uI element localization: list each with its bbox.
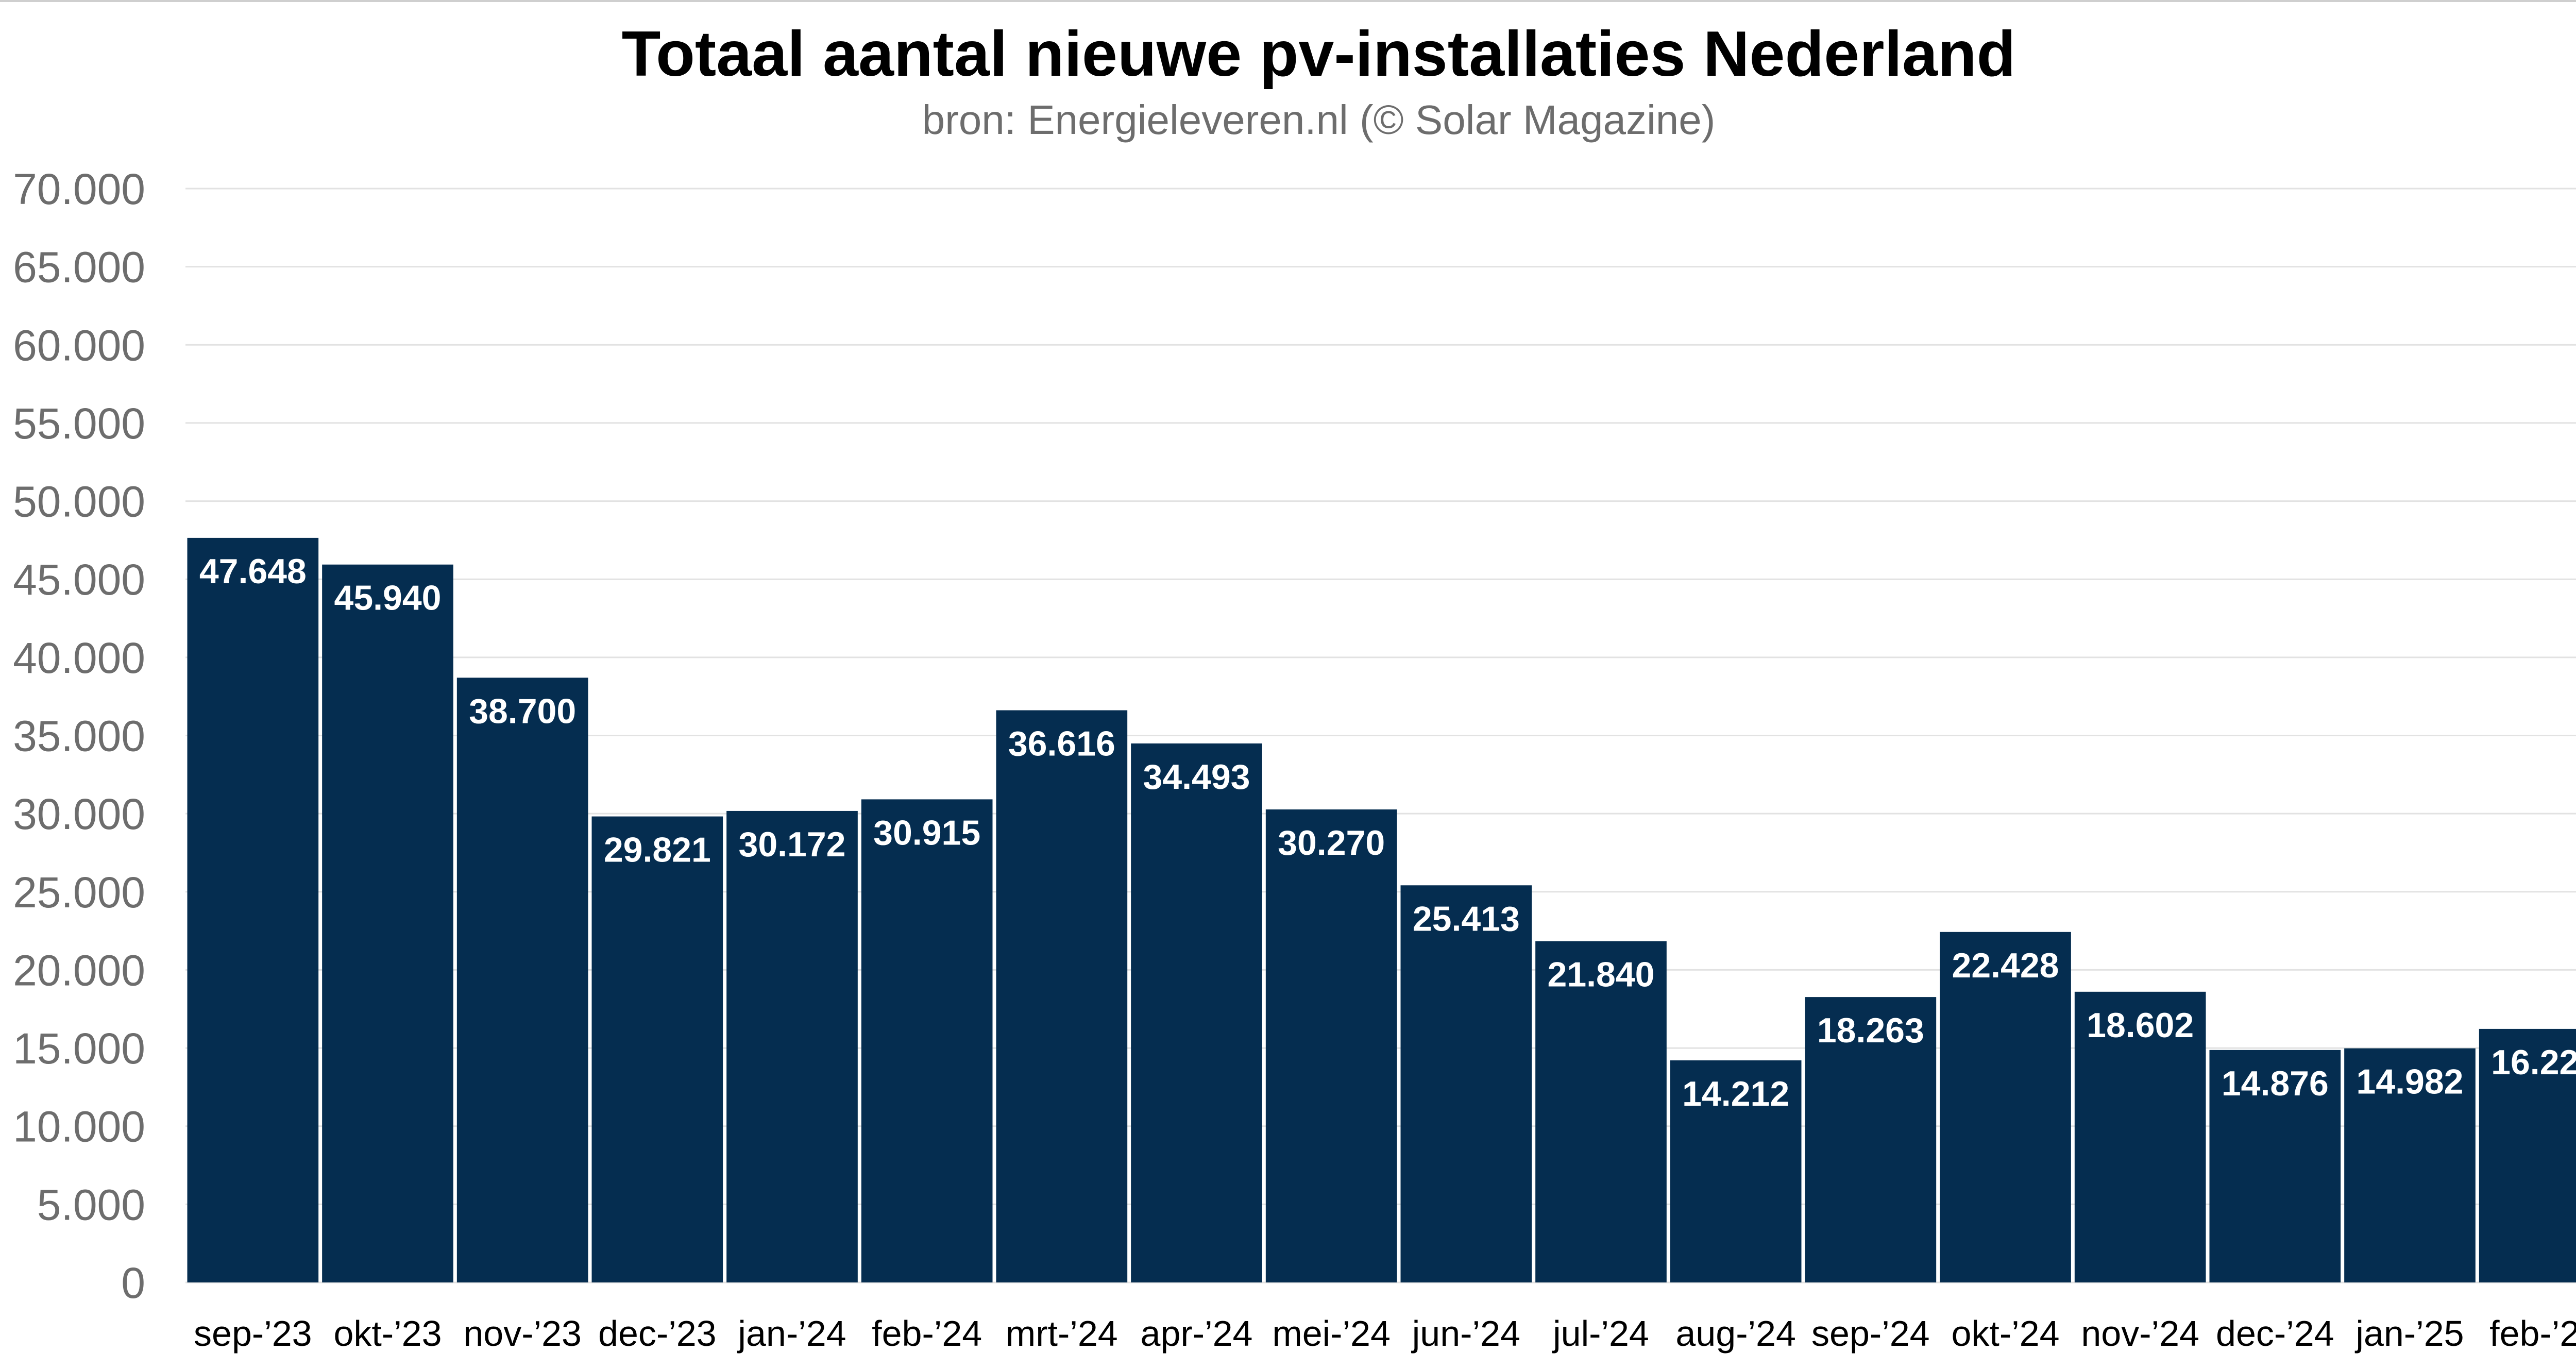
y-tick-label: 40.000 bbox=[13, 634, 145, 682]
x-tick-label: mei-’24 bbox=[1272, 1313, 1391, 1354]
bar bbox=[591, 816, 723, 1282]
bar-value-label: 14.876 bbox=[2222, 1064, 2329, 1103]
x-tick-label: jul-’24 bbox=[1552, 1313, 1649, 1354]
chart-title: Totaal aantal nieuwe pv-installaties Ned… bbox=[621, 19, 2016, 90]
bar-value-label: 36.616 bbox=[1008, 724, 1115, 763]
y-tick-label: 60.000 bbox=[13, 321, 145, 369]
x-tick-label: feb-’24 bbox=[872, 1313, 982, 1354]
x-tick-label: mrt-’24 bbox=[1006, 1313, 1118, 1354]
bar-value-label: 25.413 bbox=[1413, 899, 1520, 938]
bar bbox=[726, 810, 858, 1282]
bar-value-label: 30.172 bbox=[739, 825, 846, 864]
y-tick-label: 20.000 bbox=[13, 946, 145, 994]
x-tick-label: sep-’23 bbox=[194, 1313, 312, 1354]
bar bbox=[187, 537, 319, 1282]
bar-value-label: 18.602 bbox=[2087, 1006, 2194, 1045]
top-rule bbox=[0, 0, 2576, 2]
bar-value-label: 30.270 bbox=[1278, 823, 1385, 863]
y-axis-tick-labels: 0 5.000 10.000 15.000 20.000 25.000 30.000 35.0… bbox=[13, 165, 145, 1307]
x-axis-tick-labels: sep-’23 okt-’23 nov-’23 dec-’23 jan-’24 feb-’… bbox=[194, 1313, 2576, 1354]
bar bbox=[1535, 941, 1667, 1282]
y-tick-label: 55.000 bbox=[13, 399, 145, 448]
bars bbox=[187, 537, 2576, 1282]
x-tick-label: dec-’23 bbox=[598, 1313, 717, 1354]
bar-value-label: 18.263 bbox=[1817, 1011, 1924, 1050]
bar-value-label: 47.648 bbox=[199, 552, 307, 591]
bar bbox=[2209, 1050, 2341, 1282]
y-tick-label: 70.000 bbox=[13, 165, 145, 213]
x-tick-label: jan-’25 bbox=[2354, 1313, 2464, 1354]
bar bbox=[1265, 809, 1397, 1282]
x-tick-label: okt-’24 bbox=[1951, 1313, 2059, 1354]
bar bbox=[322, 564, 453, 1282]
bar-value-label: 34.493 bbox=[1143, 757, 1250, 797]
x-tick-label: okt-’23 bbox=[333, 1313, 442, 1354]
bar bbox=[1805, 997, 1937, 1282]
bar bbox=[1940, 932, 2071, 1282]
bar bbox=[1131, 743, 1262, 1282]
bar bbox=[861, 799, 993, 1282]
x-tick-label: jun-’24 bbox=[1411, 1313, 1520, 1354]
bar bbox=[1670, 1060, 1802, 1282]
bar bbox=[456, 678, 588, 1282]
y-tick-label: 65.000 bbox=[13, 243, 145, 292]
bar bbox=[996, 710, 1128, 1282]
bar-value-labels: 47.648 45.940 38.700 29.821 30.172 30.915 36.6… bbox=[199, 552, 2576, 1113]
bar-value-label: 21.840 bbox=[1548, 955, 1655, 994]
x-tick-label: jan-’24 bbox=[737, 1313, 846, 1354]
bar bbox=[1400, 885, 1532, 1282]
x-tick-label: feb-’25 bbox=[2489, 1313, 2576, 1354]
x-tick-label: nov-’24 bbox=[2081, 1313, 2199, 1354]
bar bbox=[2344, 1048, 2476, 1282]
bar-value-label: 14.212 bbox=[1682, 1074, 1789, 1113]
x-tick-label: apr-’24 bbox=[1141, 1313, 1253, 1354]
y-tick-label: 45.000 bbox=[13, 555, 145, 604]
x-tick-label: dec-’24 bbox=[2216, 1313, 2334, 1354]
bar-value-label: 16.225 bbox=[2491, 1043, 2576, 1082]
x-tick-label: sep-’24 bbox=[1811, 1313, 1930, 1354]
bar-value-label: 30.915 bbox=[873, 813, 980, 852]
y-tick-label: 35.000 bbox=[13, 712, 145, 760]
y-tick-label: 50.000 bbox=[13, 478, 145, 526]
bar-value-label: 29.821 bbox=[604, 831, 711, 870]
bar-value-label: 45.940 bbox=[334, 579, 442, 618]
y-tick-label: 10.000 bbox=[13, 1103, 145, 1151]
bar-value-label: 38.700 bbox=[469, 691, 576, 731]
bar bbox=[2074, 991, 2206, 1282]
bar-value-label: 14.982 bbox=[2357, 1062, 2464, 1102]
y-tick-label: 30.000 bbox=[13, 790, 145, 838]
x-tick-label: aug-’24 bbox=[1675, 1313, 1796, 1354]
chart-subtitle: bron: Energieleveren.nl (© Solar Magazin… bbox=[922, 97, 1716, 143]
x-tick-label: nov-’23 bbox=[463, 1313, 582, 1354]
bar bbox=[2479, 1028, 2576, 1282]
y-tick-label: 15.000 bbox=[13, 1024, 145, 1073]
bar-value-label: 22.428 bbox=[1952, 946, 2059, 985]
y-tick-label: 5.000 bbox=[37, 1180, 145, 1229]
gridlines bbox=[185, 188, 2576, 1283]
y-tick-label: 25.000 bbox=[13, 868, 145, 917]
y-tick-label: 0 bbox=[121, 1259, 145, 1307]
